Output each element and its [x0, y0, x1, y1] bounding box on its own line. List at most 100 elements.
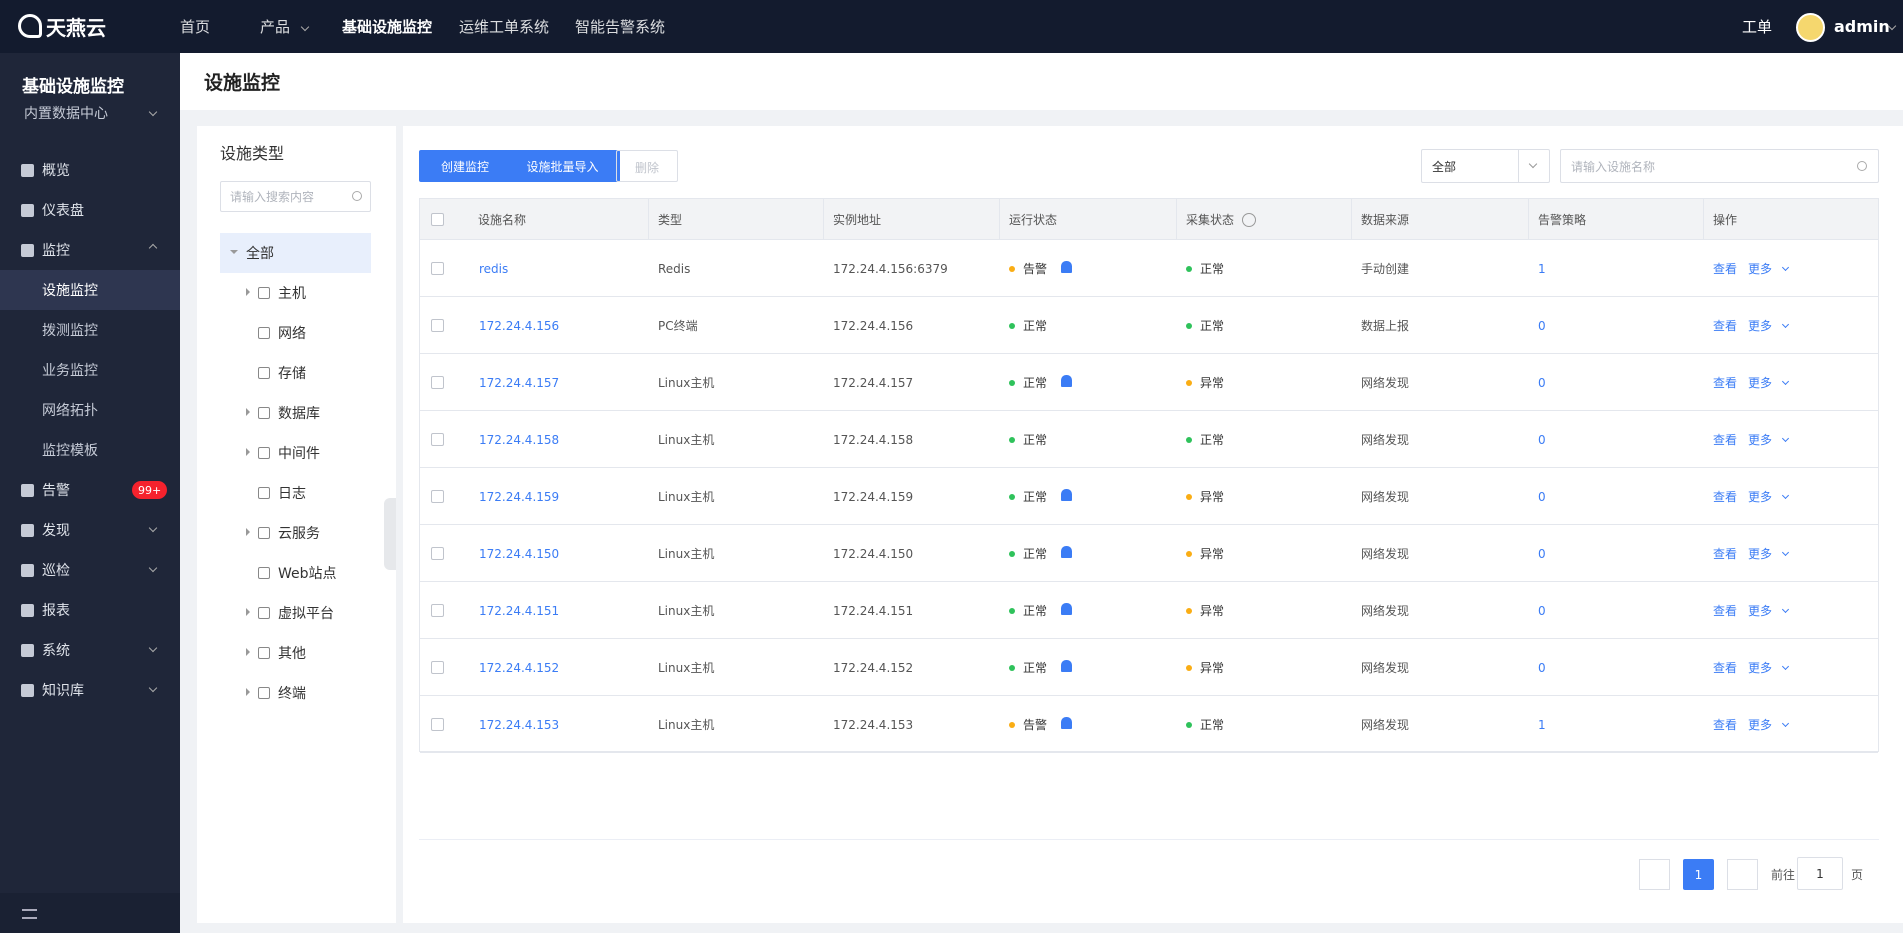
tree-node[interactable]: 全部	[220, 233, 371, 273]
tree-node[interactable]: 虚拟平台	[220, 593, 371, 633]
device-name[interactable]: 172.24.4.152	[479, 660, 560, 675]
view-link[interactable]: 查看	[1713, 604, 1738, 618]
tree-node[interactable]: 主机	[220, 273, 371, 313]
instance-address: 172.24.4.153	[833, 717, 914, 732]
more-link[interactable]: 更多	[1748, 376, 1773, 390]
device-name[interactable]: redis	[479, 261, 509, 276]
more-link[interactable]: 更多	[1748, 547, 1773, 561]
view-link[interactable]: 查看	[1713, 718, 1738, 732]
device-name[interactable]: 172.24.4.157	[479, 375, 560, 390]
nav-item[interactable]: 智能告警系统	[575, 18, 666, 36]
more-link[interactable]: 更多	[1748, 661, 1773, 675]
checkbox[interactable]	[431, 490, 444, 503]
more-link[interactable]: 更多	[1748, 718, 1773, 732]
tree-node[interactable]: Web站点	[220, 553, 371, 593]
column-header: 运行状态	[1009, 212, 1058, 227]
menu-item[interactable]: 巡检	[0, 550, 180, 590]
menu-item[interactable]: 仪表盘	[0, 190, 180, 230]
status-dot	[1186, 266, 1192, 272]
submenu-item[interactable]: 监控模板	[0, 430, 180, 470]
tree-node[interactable]: 中间件	[220, 433, 371, 473]
checkbox[interactable]	[431, 262, 444, 275]
tree-node[interactable]: 其他	[220, 633, 371, 673]
view-link[interactable]: 查看	[1713, 262, 1738, 276]
view-link[interactable]: 查看	[1713, 433, 1738, 447]
tree-node[interactable]: 日志	[220, 473, 371, 513]
alert-policy-count[interactable]: 1	[1538, 717, 1546, 732]
more-link[interactable]: 更多	[1748, 604, 1773, 618]
tree-label: 数据库	[278, 406, 320, 422]
tree-node[interactable]: 终端	[220, 673, 371, 713]
alert-policy-count[interactable]: 0	[1538, 546, 1546, 561]
view-link[interactable]: 查看	[1713, 319, 1738, 333]
checkbox[interactable]	[431, 213, 444, 226]
menu-icon	[21, 524, 34, 537]
alert-policy-count[interactable]: 1	[1538, 261, 1546, 276]
menu-item[interactable]: 系统	[0, 630, 180, 670]
checkbox[interactable]	[431, 604, 444, 617]
device-name[interactable]: 172.24.4.158	[479, 432, 560, 447]
tree-node[interactable]: 存储	[220, 353, 371, 393]
view-link[interactable]: 查看	[1713, 547, 1738, 561]
device-name[interactable]: 172.24.4.151	[479, 603, 560, 618]
device-name[interactable]: 172.24.4.159	[479, 489, 560, 504]
submenu-item[interactable]: 拨测监控	[0, 310, 180, 350]
nav-item[interactable]: 运维工单系统	[459, 18, 550, 36]
search-input[interactable]: 请输入设施名称	[1560, 149, 1879, 183]
menu-item[interactable]: 知识库	[0, 670, 180, 710]
menu-item[interactable]: 监控	[0, 230, 180, 270]
view-link[interactable]: 查看	[1713, 376, 1738, 390]
checkbox[interactable]	[431, 661, 444, 674]
filter-select[interactable]: 全部	[1421, 149, 1550, 183]
checkbox[interactable]	[431, 433, 444, 446]
alert-policy-count[interactable]: 0	[1538, 489, 1546, 504]
workorder[interactable]: 工单	[1742, 18, 1773, 36]
user-name[interactable]: admin	[1834, 17, 1890, 36]
nav-item[interactable]: 首页	[180, 18, 211, 36]
menu-item[interactable]: 发现	[0, 510, 180, 550]
help-icon	[1242, 213, 1256, 227]
checkbox[interactable]	[431, 376, 444, 389]
next-button[interactable]	[1727, 859, 1758, 890]
divider	[419, 839, 1879, 840]
tree-node[interactable]: 数据库	[220, 393, 371, 433]
datacenter-select[interactable]: 内置数据中心	[24, 106, 108, 122]
view-link[interactable]: 查看	[1713, 661, 1738, 675]
checkbox[interactable]	[431, 718, 444, 731]
more-link[interactable]: 更多	[1748, 490, 1773, 504]
alert-policy-count[interactable]: 0	[1538, 375, 1546, 390]
tree-node[interactable]: 网络	[220, 313, 371, 353]
submenu-item[interactable]: 设施监控	[0, 270, 180, 310]
submenu-item[interactable]: 网络拓扑	[0, 390, 180, 430]
alert-policy-count[interactable]: 0	[1538, 318, 1546, 333]
button[interactable]: 设施批量导入	[505, 150, 620, 182]
nav-item[interactable]: 基础设施监控	[342, 18, 433, 36]
menu-item[interactable]: 概览	[0, 150, 180, 190]
checkbox[interactable]	[431, 319, 444, 332]
device-name[interactable]: 172.24.4.153	[479, 717, 560, 732]
view-link[interactable]: 查看	[1713, 490, 1738, 504]
goto-input[interactable]: 1	[1797, 857, 1843, 890]
alert-policy-count[interactable]: 0	[1538, 432, 1546, 447]
page-button[interactable]: 1	[1683, 859, 1714, 890]
tree-node[interactable]: 云服务	[220, 513, 371, 553]
button[interactable]: 创建监控	[419, 150, 511, 182]
alert-policy-count[interactable]: 0	[1538, 660, 1546, 675]
more-link[interactable]: 更多	[1748, 319, 1773, 333]
prev-button[interactable]	[1639, 859, 1670, 890]
menu-item[interactable]: 报表	[0, 590, 180, 630]
tree-icon	[258, 607, 270, 619]
collapse-bar[interactable]	[0, 893, 180, 933]
checkbox[interactable]	[431, 547, 444, 560]
button[interactable]: 删除	[616, 150, 678, 182]
alert-policy-count[interactable]: 0	[1538, 603, 1546, 618]
nav-item[interactable]: 产品	[260, 18, 291, 36]
submenu-item[interactable]: 业务监控	[0, 350, 180, 390]
menu-item[interactable]: 告警 99+	[0, 470, 180, 510]
device-name[interactable]: 172.24.4.150	[479, 546, 560, 561]
more-link[interactable]: 更多	[1748, 433, 1773, 447]
collapse-handle[interactable]	[384, 498, 396, 570]
more-link[interactable]: 更多	[1748, 262, 1773, 276]
device-name[interactable]: 172.24.4.156	[479, 318, 560, 333]
tree-search[interactable]: 请输入搜索内容	[220, 181, 371, 212]
